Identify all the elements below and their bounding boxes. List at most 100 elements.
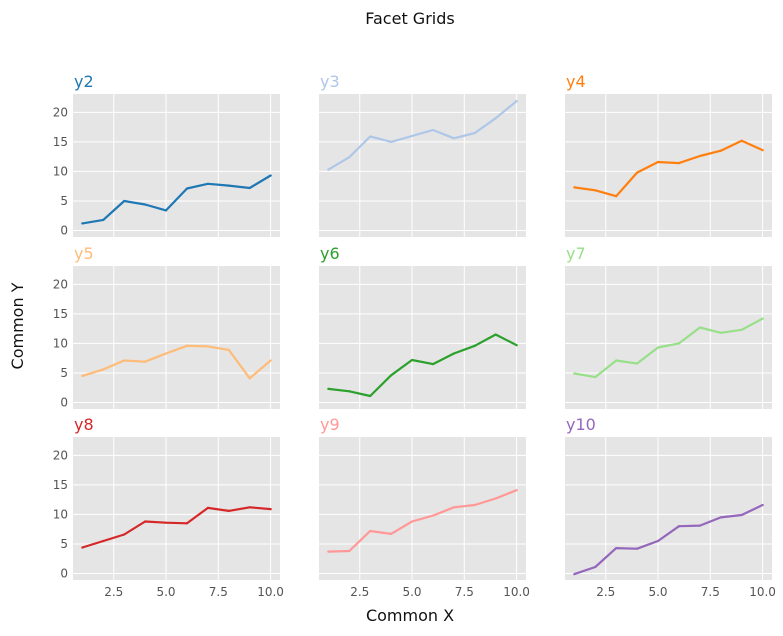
x-tick-label: 10.0 (503, 585, 530, 599)
data-point-y6 (431, 362, 435, 366)
data-point-y5 (81, 374, 84, 378)
y-tick-label: 20 (53, 105, 68, 119)
x-tick-label: 5.0 (402, 585, 421, 599)
panel-background (319, 437, 526, 580)
data-point-y2 (123, 199, 126, 203)
y-tick-label: 10 (53, 507, 68, 521)
panel-background (319, 94, 526, 237)
x-axis-label: Common X (366, 606, 454, 625)
x-tick-label: 5.0 (156, 585, 175, 599)
data-point-y6 (410, 358, 414, 362)
panel-title-y3: y3 (320, 72, 340, 91)
panel-y2: 0 5 10 15 20 y2 (53, 72, 280, 238)
series-line-y5 (81, 344, 272, 380)
data-point-y3 (390, 140, 393, 143)
y-tick-label: 5 (60, 194, 68, 208)
data-point-y8 (164, 521, 168, 524)
y-tick-label: 0 (60, 396, 68, 410)
data-point-y5 (269, 359, 272, 362)
panel-title-y6: y6 (320, 244, 340, 263)
data-point-y2 (206, 182, 209, 185)
series-line-y3 (327, 99, 518, 171)
x-tick-label: 5.0 (648, 585, 667, 599)
panel-title-y5: y5 (74, 244, 94, 263)
data-point-y3 (369, 135, 372, 138)
panel-y5: 0 5 10 15 20 y5 (53, 244, 280, 410)
data-point-y4 (656, 160, 660, 164)
data-point-y6 (348, 390, 351, 393)
panel-title-y9: y9 (320, 415, 340, 434)
data-point-y7 (761, 317, 764, 320)
panel-y7: y7 (565, 244, 772, 409)
y-tick-label: 0 (60, 567, 68, 581)
data-point-y3 (494, 117, 497, 120)
y-tick-label: 5 (60, 537, 68, 551)
data-point-y10 (636, 547, 639, 550)
data-point-y2 (269, 174, 272, 177)
panel-background (565, 437, 772, 580)
data-point-y7 (636, 362, 639, 365)
data-point-y6 (369, 394, 372, 398)
data-point-y5 (123, 359, 126, 362)
panel-y3: y3 (319, 72, 526, 237)
y-tick-label: 20 (53, 277, 68, 291)
data-point-y8 (102, 539, 105, 543)
data-point-y9 (390, 532, 393, 536)
y-axis-label: Common Y (8, 282, 27, 369)
data-point-y4 (698, 154, 701, 158)
panel-y10: 2.5 5.0 7.5 10.0 y10 (565, 415, 776, 599)
panel-y6: y6 (319, 244, 526, 409)
panel-y4: y4 (565, 72, 772, 237)
data-point-y10 (573, 572, 576, 576)
data-point-y8 (227, 509, 230, 512)
data-point-y9 (431, 514, 435, 517)
x-tick-label: 7.5 (209, 585, 228, 599)
data-point-y10 (761, 503, 764, 507)
data-point-y6 (473, 344, 476, 347)
y-tick-label: 0 (60, 224, 68, 238)
data-point-y9 (410, 520, 414, 523)
data-point-y8 (81, 546, 84, 549)
series-line-y7 (573, 317, 764, 379)
panel-title-y2: y2 (74, 72, 94, 91)
data-point-y3 (348, 156, 351, 159)
data-point-y4 (677, 162, 681, 165)
data-point-y4 (594, 189, 597, 192)
data-point-y7 (740, 328, 743, 331)
data-point-y5 (185, 344, 189, 347)
series-line-y10 (573, 503, 764, 576)
data-point-y5 (144, 360, 147, 363)
y-tick-label: 10 (53, 336, 68, 350)
data-point-y9 (473, 503, 476, 507)
data-point-y10 (594, 565, 597, 569)
data-point-y2 (248, 186, 251, 190)
panel-title-y7: y7 (566, 244, 586, 263)
y-tick-label: 15 (53, 478, 68, 492)
data-point-y3 (452, 137, 455, 140)
data-point-y7 (719, 331, 722, 334)
data-point-y4 (573, 186, 576, 189)
data-point-y3 (327, 168, 330, 171)
data-point-y8 (248, 506, 251, 509)
panel-title-y4: y4 (566, 72, 586, 91)
data-point-y8 (269, 507, 272, 511)
data-point-y7 (615, 359, 618, 362)
data-point-y9 (452, 506, 455, 509)
data-point-y2 (227, 184, 230, 187)
y-tick-label: 10 (53, 164, 68, 178)
data-point-y7 (656, 346, 660, 349)
panel-y8: 0 5 10 15 20 2.5 5.0 7.5 10.0 y8 (53, 415, 284, 599)
data-point-y4 (636, 171, 639, 174)
y-tick-label: 15 (53, 135, 68, 149)
data-point-y6 (515, 344, 518, 347)
data-point-y9 (327, 550, 330, 553)
data-point-y8 (185, 522, 189, 525)
series-line-y8 (81, 506, 272, 549)
data-point-y4 (740, 139, 743, 142)
data-point-y4 (615, 195, 618, 198)
data-point-y9 (515, 489, 518, 492)
data-point-y7 (573, 372, 576, 375)
data-point-y9 (369, 529, 372, 533)
data-point-y4 (761, 149, 764, 152)
